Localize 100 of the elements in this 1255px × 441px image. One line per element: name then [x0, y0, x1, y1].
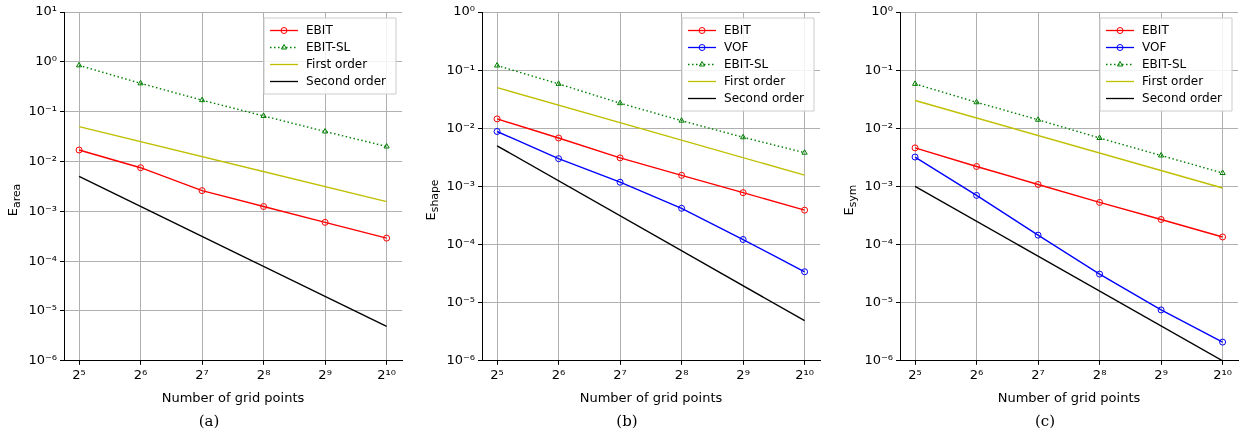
point	[973, 162, 981, 170]
y-tick-label: 10⁻⁴	[446, 235, 475, 251]
point	[678, 117, 685, 123]
point	[911, 80, 919, 86]
legend-label: EBIT	[724, 22, 752, 37]
point	[75, 146, 83, 154]
y-tick-label: 10⁻⁶	[28, 352, 57, 368]
y-tick-label: 10⁻⁴	[28, 252, 57, 268]
x-tick-label: 2⁷	[1031, 366, 1045, 382]
legend-label: First order	[1142, 73, 1204, 88]
x-tick-label: 2⁹	[736, 366, 750, 382]
y-tick-label: 10⁻³	[446, 177, 475, 193]
x-tick-label: 2⁶	[551, 366, 566, 382]
x-tick-label: 2⁶	[133, 366, 148, 382]
point	[198, 96, 206, 103]
point	[678, 204, 686, 212]
point	[1034, 116, 1042, 122]
point	[1096, 198, 1104, 206]
y-tick-label: 10⁻³	[28, 202, 57, 218]
point	[260, 202, 268, 210]
x-tick-label: 2¹⁰	[795, 366, 814, 382]
y-tick-label: 10⁻¹	[28, 103, 57, 119]
point	[739, 189, 747, 197]
y-tick-label: 10⁻⁵	[28, 302, 57, 318]
legend-label: EBIT	[1142, 22, 1170, 37]
point	[1096, 134, 1103, 140]
y-tick-label: 10⁻⁶	[446, 352, 475, 368]
text: (a)	[197, 412, 221, 430]
point	[1096, 270, 1104, 278]
x-tick-label: 2⁹	[1154, 366, 1168, 382]
point	[1219, 233, 1227, 241]
point	[739, 236, 747, 244]
y-tick-label: 10⁻⁶	[864, 352, 893, 368]
y-tick-label: 10⁰	[35, 53, 57, 69]
point	[322, 127, 329, 134]
y-tick-label: 10⁻⁴	[864, 235, 893, 251]
point	[321, 218, 329, 226]
point	[801, 149, 808, 155]
point	[555, 155, 563, 163]
x-tick-label: 2⁵	[490, 366, 504, 382]
legend-label: Second order	[306, 73, 387, 88]
legend-label: EBIT-SL	[1142, 56, 1187, 71]
legend-label: First order	[724, 73, 786, 88]
point	[137, 79, 144, 86]
point	[555, 134, 563, 142]
text: (c)	[1033, 412, 1057, 430]
point	[678, 171, 686, 179]
y-tick-label: 10⁻²	[446, 119, 475, 135]
legend-label: First order	[306, 56, 368, 71]
point	[1219, 169, 1226, 175]
x-tick-label: 2⁷	[613, 366, 627, 382]
x-axis-title: Number of grid points	[579, 389, 723, 405]
x-tick-label: 2⁸	[674, 366, 689, 382]
text: (b)	[615, 412, 639, 430]
y-tick-label: 10⁻³	[864, 177, 893, 193]
x-tick-label: 2⁸	[1092, 366, 1107, 382]
point	[911, 153, 919, 161]
point	[740, 133, 747, 140]
point	[801, 268, 809, 276]
point	[137, 164, 145, 172]
point	[493, 115, 501, 123]
point	[911, 144, 919, 152]
legend-label: Second order	[1142, 90, 1223, 105]
point	[1157, 215, 1165, 223]
x-tick-label: 2⁹	[318, 366, 332, 382]
legend-label: EBIT-SL	[724, 56, 769, 71]
point	[383, 234, 391, 242]
point	[616, 99, 624, 106]
legend-label: VOF	[1142, 39, 1167, 54]
y-tick-label: 10⁻¹	[446, 61, 475, 77]
x-tick-label: 2¹⁰	[377, 366, 396, 382]
point	[1158, 152, 1165, 158]
y-tick-label: 10⁻²	[28, 152, 57, 168]
y-tick-label: 10⁻²	[864, 119, 893, 135]
point	[493, 62, 501, 68]
legend-label: EBIT-SL	[306, 39, 351, 54]
x-tick-label: 2⁵	[908, 366, 922, 382]
point	[616, 178, 624, 186]
point	[383, 142, 390, 149]
point	[616, 154, 624, 162]
x-tick-label: 2⁵	[72, 366, 86, 382]
x-tick-label: 2⁶	[969, 366, 984, 382]
y-tick-label: 10¹	[35, 3, 57, 19]
point	[75, 61, 83, 68]
x-axis-title: Number of grid points	[161, 389, 305, 405]
y-tick-label: 10⁻⁵	[864, 294, 893, 310]
y-tick-label: 10⁰	[871, 3, 893, 19]
x-tick-label: 2⁸	[256, 366, 271, 382]
point	[493, 127, 501, 135]
point	[198, 187, 206, 195]
x-tick-label: 2⁷	[195, 366, 209, 382]
y-tick-label: 10⁰	[453, 3, 475, 19]
point	[555, 80, 562, 86]
point	[1034, 180, 1042, 188]
legend-label: EBIT	[306, 22, 334, 37]
point	[1157, 306, 1165, 314]
point	[1034, 231, 1042, 239]
y-tick-label: 10⁻¹	[864, 61, 893, 77]
point	[973, 191, 981, 199]
y-tick-label: 10⁻⁵	[446, 294, 475, 310]
